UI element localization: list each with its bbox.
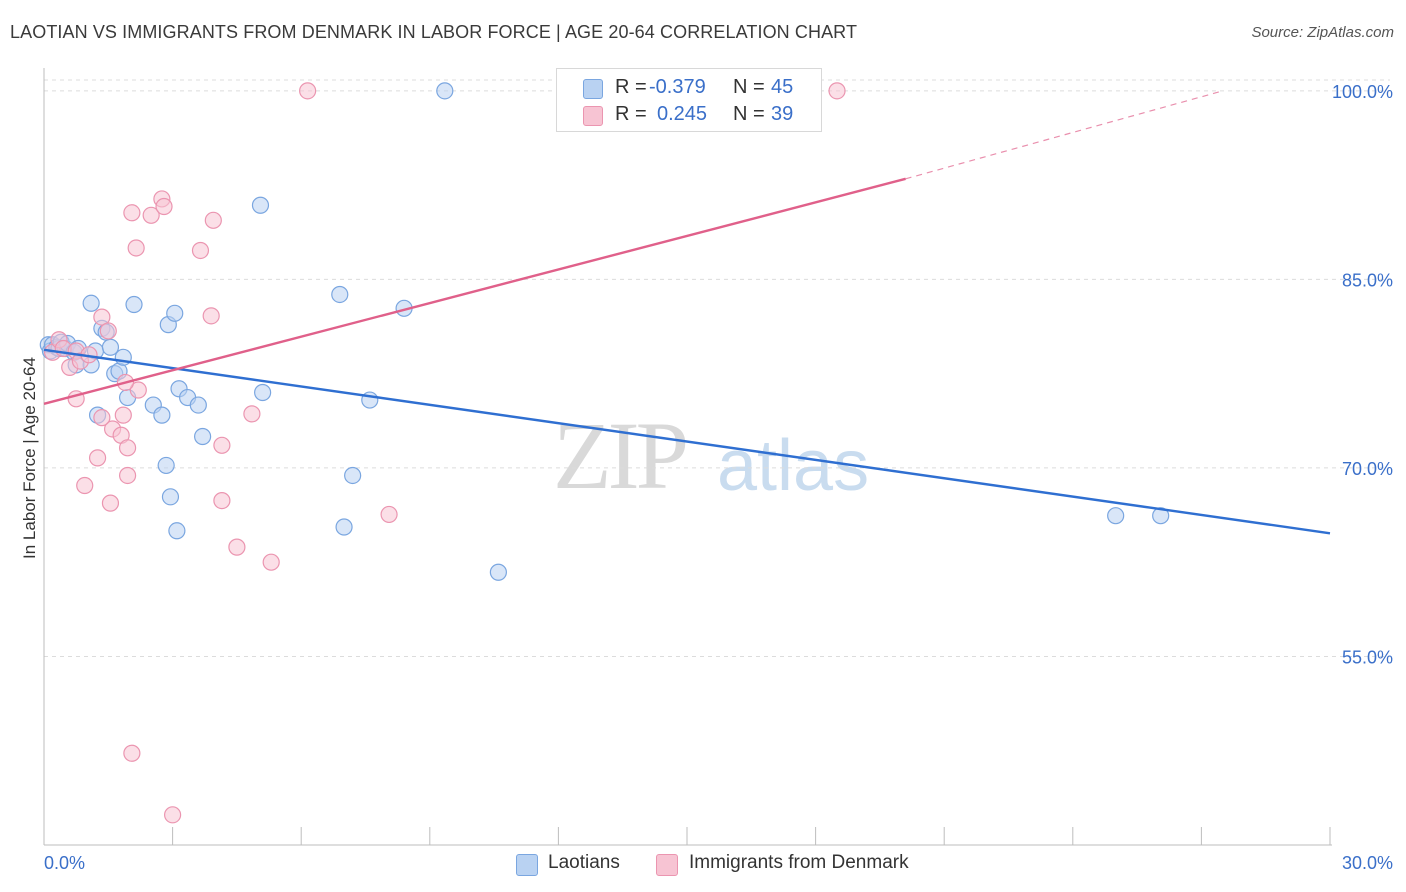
- denmark-point: [213, 492, 231, 510]
- y-axis-label: In Labor Force | Age 20-64: [20, 357, 39, 559]
- legend-r-label: R =: [615, 103, 647, 125]
- legend-n-value: 39: [771, 103, 794, 125]
- denmark-point: [142, 206, 160, 224]
- denmark-point: [123, 744, 141, 762]
- bottom-legend-laotians: Laotians: [516, 852, 620, 876]
- denmark-point: [155, 197, 173, 216]
- source-label: Source: ZipAtlas.com: [1251, 24, 1394, 41]
- stats-legend: R = -0.379 N = 45 R = 0.245 N = 39: [556, 68, 822, 132]
- laotians-point: [1152, 507, 1170, 525]
- laotians-point: [82, 294, 100, 312]
- y-tick-label: 55.0%: [1342, 647, 1393, 667]
- legend-r-value: -0.379: [649, 76, 706, 98]
- y-tick-label: 70.0%: [1342, 459, 1393, 479]
- bottom-legend-label: Immigrants from Denmark: [689, 852, 909, 873]
- denmark-point: [202, 307, 220, 325]
- axes: [43, 68, 1332, 846]
- y-tick-label: 100.0%: [1332, 82, 1393, 102]
- denmark-point: [243, 405, 261, 423]
- denmark-point: [213, 436, 231, 454]
- denmark-point: [101, 494, 120, 512]
- denmark-point: [380, 505, 398, 524]
- laotians-point: [331, 285, 349, 304]
- denmark-point: [88, 449, 107, 467]
- denmark-point: [262, 553, 280, 571]
- laotians-point: [125, 295, 143, 314]
- legend-n-label: N =: [733, 103, 765, 125]
- laotians-point: [335, 518, 353, 536]
- legend-r-value: 0.245: [657, 103, 708, 125]
- chart-title: LAOTIAN VS IMMIGRANTS FROM DENMARK IN LA…: [10, 22, 858, 42]
- bottom-legend-swatch-pink: [656, 854, 678, 876]
- watermark-zip: ZIP: [553, 402, 689, 509]
- watermark-atlas: atlas: [717, 426, 870, 506]
- trend-lines: [43, 90, 1331, 535]
- laotians-point: [168, 522, 186, 540]
- x-tick-label: 30.0%: [1342, 853, 1393, 873]
- laotians-point: [251, 196, 270, 214]
- legend-n-label: N =: [733, 76, 765, 98]
- legend-n-value: 45: [771, 76, 794, 98]
- laotians-point: [157, 456, 175, 475]
- laotians-point: [344, 466, 362, 485]
- denmark-point: [828, 82, 846, 100]
- denmark-trend-line: [43, 177, 906, 405]
- laotians-point: [166, 304, 184, 322]
- laotians-point: [254, 383, 272, 402]
- bottom-legend-label: Laotians: [548, 852, 620, 873]
- laotians-point: [153, 406, 171, 424]
- x-tick-label: 0.0%: [44, 853, 85, 873]
- tick-labels: 55.0% 70.0% 85.0% 100.0% 0.0% 30.0%: [44, 82, 1393, 873]
- laotians-point: [489, 563, 507, 581]
- denmark-point: [127, 239, 145, 257]
- laotians-point: [189, 396, 207, 414]
- denmark-trend-extension: [905, 90, 1223, 180]
- denmark-point: [228, 538, 246, 556]
- legend-r-label: R =: [615, 76, 647, 98]
- legend-swatch-blue: [583, 79, 603, 99]
- denmark-point: [76, 476, 94, 495]
- bottom-legend-denmark: Immigrants from Denmark: [656, 852, 909, 876]
- denmark-point: [114, 406, 132, 424]
- denmark-point: [123, 204, 141, 222]
- denmark-point: [118, 439, 137, 457]
- data-points: [39, 82, 1170, 824]
- denmark-point: [191, 241, 210, 260]
- legend-row-denmark: R = 0.245 N = 39: [557, 102, 821, 128]
- denmark-point: [299, 82, 317, 100]
- bottom-legend-swatch-blue: [516, 854, 538, 876]
- laotians-point: [1107, 507, 1125, 525]
- denmark-point: [164, 806, 182, 824]
- y-tick-label: 85.0%: [1342, 270, 1393, 290]
- laotians-point: [436, 82, 454, 100]
- legend-row-laotians: R = -0.379 N = 45: [557, 75, 821, 101]
- denmark-point: [93, 409, 111, 427]
- legend-swatch-pink: [583, 106, 603, 126]
- laotians-point: [161, 488, 180, 506]
- laotians-point: [194, 427, 212, 446]
- laotians-trend-line: [43, 348, 1331, 535]
- denmark-point: [118, 466, 137, 485]
- laotians-point: [101, 338, 120, 356]
- denmark-point: [99, 322, 117, 340]
- denmark-point: [93, 308, 111, 326]
- grid-lines: [44, 79, 1390, 657]
- denmark-point: [204, 211, 222, 229]
- denmark-point: [129, 381, 147, 399]
